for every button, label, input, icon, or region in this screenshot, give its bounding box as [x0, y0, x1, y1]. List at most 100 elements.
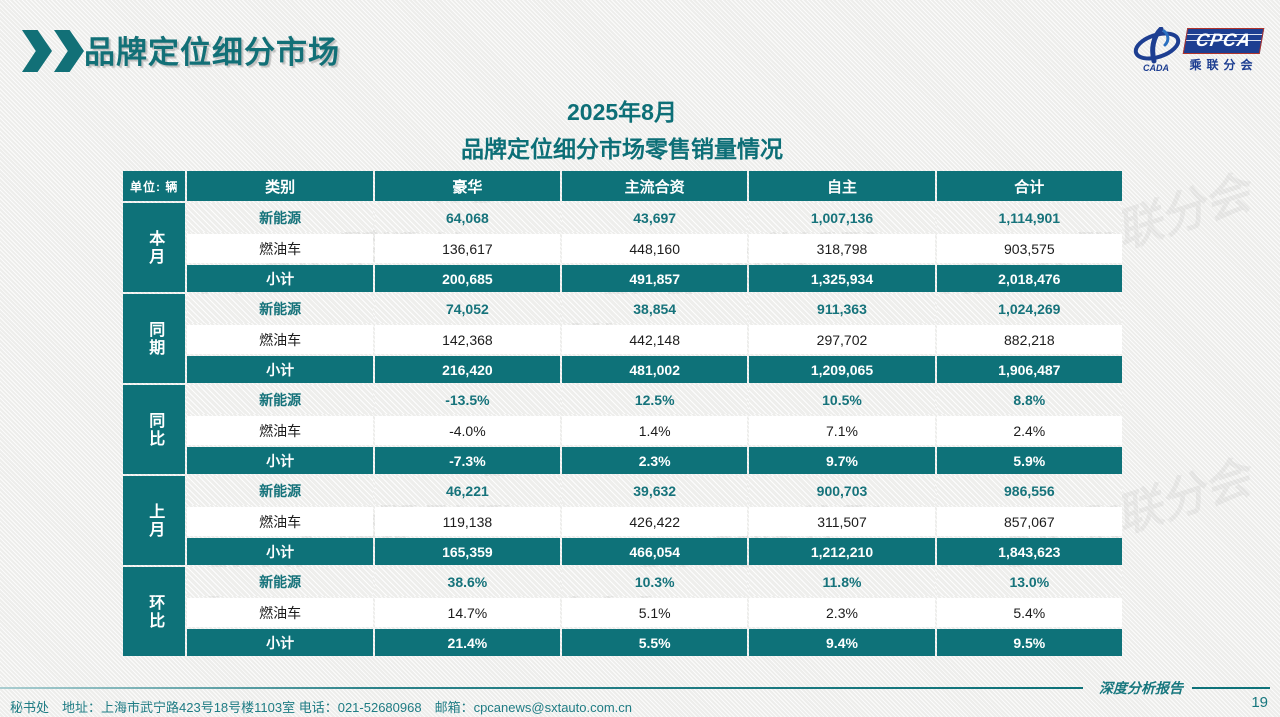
cell-value: 165,359	[374, 538, 561, 565]
cell-value: 38.6%	[374, 567, 561, 596]
cell-value: -7.3%	[374, 447, 561, 474]
cell-value: 5.5%	[562, 629, 748, 656]
column-header: 类别	[187, 171, 373, 201]
sales-table-wrap: 单位: 辆 类别 豪华 主流合资 自主 合计 本月 新能源 64,068 43,697 1,00…	[121, 169, 1124, 658]
page-number: 19	[1251, 694, 1268, 711]
row-category: 新能源	[187, 567, 373, 596]
cell-value: 200,685	[374, 265, 561, 292]
table-row: 同比 新能源 -13.5% 12.5% 10.5% 8.8%	[123, 385, 1122, 474]
cell-value: 442,148	[562, 325, 748, 354]
row-category: 新能源	[187, 203, 373, 232]
cell-value: -13.5%	[374, 385, 561, 414]
cpca-wordmark: CPCA	[1182, 27, 1265, 54]
cpca-org-name: 乘联分会	[1189, 57, 1258, 72]
cell-value: 1,843,623	[936, 538, 1122, 565]
table-title-line1: 2025年8月	[567, 99, 677, 125]
cell-value: 318,798	[749, 234, 935, 263]
row-category: 燃油车	[187, 507, 373, 536]
row-category: 新能源	[187, 476, 373, 505]
table-title-block: 2025年8月 品牌定位细分市场零售销量情况	[0, 93, 1244, 164]
cell-value: 426,422	[562, 507, 748, 536]
table-row: 燃油车 14.7% 5.1% 2.3% 5.4%	[123, 598, 1122, 627]
table-row: 小计 -7.3% 2.3% 9.7% 5.9%	[123, 447, 1122, 474]
cell-value: 911,363	[749, 294, 935, 323]
cell-value: 5.1%	[562, 598, 748, 627]
cell-value: 12.5%	[562, 385, 748, 414]
chevron-icon	[54, 30, 84, 72]
block-label: 环比	[123, 567, 186, 656]
row-category: 燃油车	[187, 234, 373, 263]
table-row: 小计 216,420 481,002 1,209,065 1,906,487	[123, 356, 1122, 383]
table-row: 燃油车 136,617 448,160 318,798 903,575	[123, 234, 1122, 263]
cell-value: 8.8%	[936, 385, 1122, 414]
cell-value: 1,007,136	[749, 203, 935, 232]
cell-value: 2,018,476	[936, 265, 1122, 292]
logo-stripe	[1185, 39, 1262, 41]
page-title: 品牌定位细分市场	[84, 35, 340, 70]
block-label: 上月	[123, 476, 186, 565]
cell-value: 903,575	[936, 234, 1122, 263]
cell-value: 1,906,487	[936, 356, 1122, 383]
cell-value: 13.0%	[936, 567, 1122, 596]
cell-value: 2.3%	[749, 598, 935, 627]
table-row: 小计 165,359 466,054 1,212,210 1,843,623	[123, 538, 1122, 565]
cell-value: 7.1%	[749, 416, 935, 445]
double-chevron-icon	[22, 30, 86, 72]
chevron-icon	[22, 30, 52, 72]
cell-value: 297,702	[749, 325, 935, 354]
row-category: 小计	[187, 447, 373, 474]
table-row: 燃油车 142,368 442,148 297,702 882,218	[123, 325, 1122, 354]
unit-label-cell: 单位: 辆	[123, 171, 186, 201]
cell-value: 64,068	[374, 203, 561, 232]
table-row: 小计 200,685 491,857 1,325,934 2,018,476	[123, 265, 1122, 292]
table-header-row: 单位: 辆 类别 豪华 主流合资 自主 合计	[123, 171, 1122, 201]
cell-value: 5.9%	[936, 447, 1122, 474]
cell-value: 1,114,901	[936, 203, 1122, 232]
table-row: 上月 新能源 46,221 39,632 900,703 986,556	[123, 476, 1122, 565]
table-title-line2: 品牌定位细分市场零售销量情况	[461, 136, 783, 162]
logo-text-block: CPCA 乘联分会	[1182, 27, 1265, 73]
footer-divider-right	[1192, 687, 1270, 689]
cell-value: 466,054	[562, 538, 748, 565]
cell-value: 39,632	[562, 476, 748, 505]
cell-value: 10.5%	[749, 385, 935, 414]
row-category: 小计	[187, 538, 373, 565]
table-row: 燃油车 119,138 426,422 311,507 857,067	[123, 507, 1122, 536]
cell-value: 216,420	[374, 356, 561, 383]
footer-divider-left	[0, 687, 1083, 689]
cell-value: 38,854	[562, 294, 748, 323]
logo-stripe	[1187, 33, 1263, 35]
row-category: 燃油车	[187, 598, 373, 627]
table-row: 小计 21.4% 5.5% 9.4% 9.5%	[123, 629, 1122, 656]
row-category: 燃油车	[187, 416, 373, 445]
cell-value: 1,209,065	[749, 356, 935, 383]
cell-value: 43,697	[562, 203, 748, 232]
report-type-label: 深度分析报告	[1099, 682, 1183, 697]
cell-value: 10.3%	[562, 567, 748, 596]
cell-value: 1,212,210	[749, 538, 935, 565]
table-row: 环比 新能源 38.6% 10.3% 11.8% 13.0%	[123, 567, 1122, 656]
cell-value: 1,024,269	[936, 294, 1122, 323]
cell-value: 9.5%	[936, 629, 1122, 656]
cada-emblem-icon: CADA	[1131, 26, 1183, 73]
row-category: 新能源	[187, 385, 373, 414]
cell-value: 2.4%	[936, 416, 1122, 445]
cell-value: 5.4%	[936, 598, 1122, 627]
row-category: 燃油车	[187, 325, 373, 354]
cell-value: 142,368	[374, 325, 561, 354]
table-row: 燃油车 -4.0% 1.4% 7.1% 2.4%	[123, 416, 1122, 445]
cell-value: 311,507	[749, 507, 935, 536]
row-category: 新能源	[187, 294, 373, 323]
table-row: 本月 新能源 64,068 43,697 1,007,136 1,114,901	[123, 203, 1122, 292]
column-header: 自主	[749, 171, 935, 201]
cell-value: 491,857	[562, 265, 748, 292]
cell-value: 74,052	[374, 294, 561, 323]
row-category: 小计	[187, 356, 373, 383]
row-category: 小计	[187, 265, 373, 292]
row-category: 小计	[187, 629, 373, 656]
cpca-logo: CADA CPCA 乘联分会	[1131, 26, 1265, 73]
cell-value: 9.4%	[749, 629, 935, 656]
column-header: 主流合资	[562, 171, 748, 201]
cell-value: 986,556	[936, 476, 1122, 505]
